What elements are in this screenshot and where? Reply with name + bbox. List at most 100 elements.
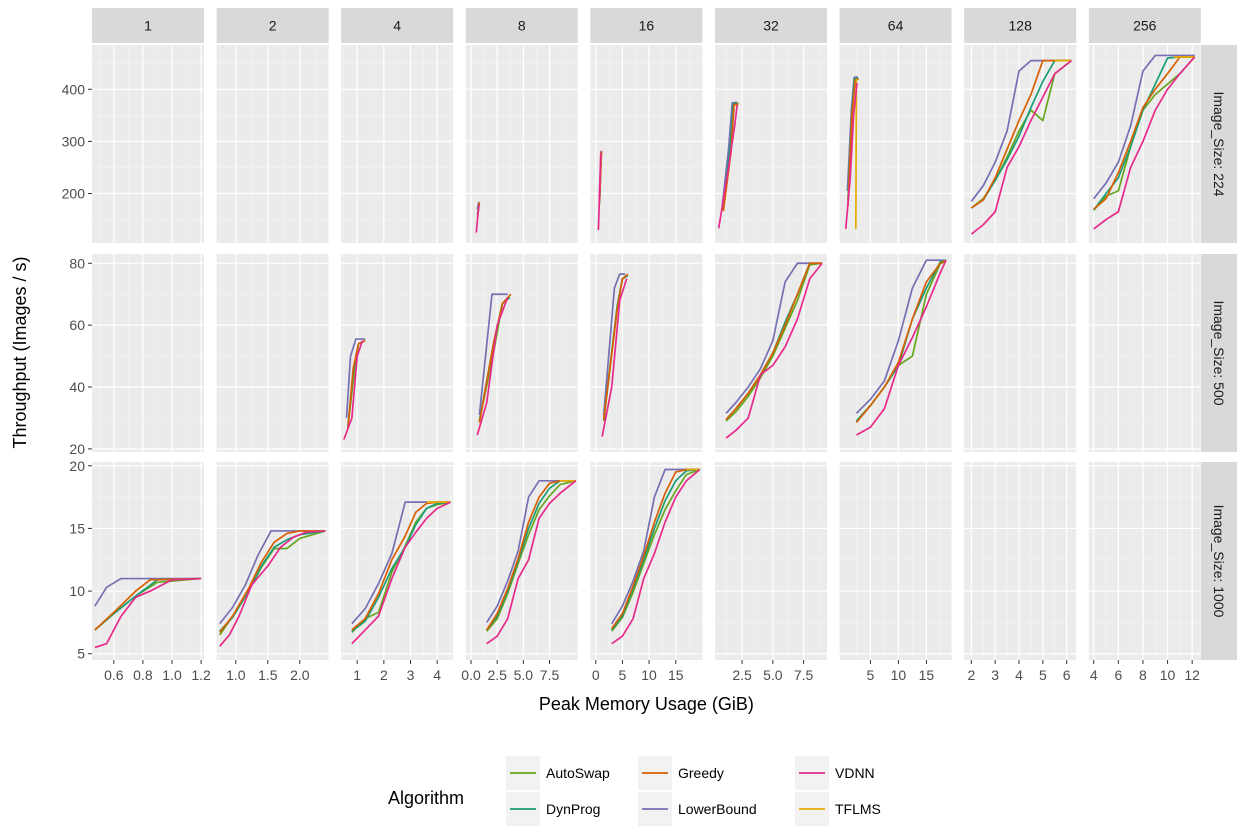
series-line-lowerbound	[219, 530, 326, 625]
y-tick-label: 80	[69, 255, 85, 271]
panel-background	[465, 45, 578, 243]
col-strip-label: 8	[518, 18, 526, 34]
col-strip	[715, 8, 827, 43]
col-strip-label: 32	[763, 18, 779, 34]
y-tick-label: 20	[69, 458, 85, 474]
series-line-vdnn	[601, 278, 628, 437]
x-tick-label: 1	[353, 667, 361, 683]
x-tick-label: 1.5	[258, 667, 278, 683]
series-line-greedy	[611, 468, 700, 630]
y-tick-label: 15	[69, 520, 85, 536]
legend-title: Algorithm	[388, 788, 464, 808]
series-line-lowerbound	[1093, 54, 1195, 200]
panel-background	[590, 254, 703, 452]
series-line-vdnn	[486, 480, 577, 645]
series-line-greedy	[722, 103, 739, 212]
x-tick-label: 1.0	[226, 667, 246, 683]
row-strip	[1201, 45, 1237, 243]
panel-background	[92, 254, 204, 452]
x-tick-label: 4	[433, 667, 441, 683]
series-line-greedy	[602, 273, 629, 420]
series-line-lowerbound	[855, 259, 946, 414]
series-line-lowerbound	[478, 293, 508, 415]
panel-background	[715, 462, 827, 660]
panel-background	[839, 462, 952, 660]
col-strip	[465, 8, 578, 43]
col-strip	[590, 8, 703, 43]
x-tick-label: 2.5	[487, 667, 507, 683]
col-strip-label: 4	[393, 18, 401, 34]
panel-background	[92, 45, 204, 243]
x-tick-label: 10	[891, 667, 907, 683]
series-line-greedy	[94, 577, 202, 631]
legend-label: LowerBound	[678, 801, 757, 817]
panel-background	[216, 462, 329, 660]
col-strip	[216, 8, 329, 43]
x-tick-label: 10	[1160, 667, 1176, 683]
panel-background	[715, 254, 827, 452]
x-tick-label: 12	[1184, 667, 1200, 683]
y-tick-label: 60	[69, 317, 85, 333]
col-strip-label: 128	[1009, 18, 1033, 34]
x-tick-label: 15	[919, 667, 935, 683]
y-tick-label: 10	[69, 583, 85, 599]
series-line-lowerbound	[602, 273, 626, 415]
legend-label: Greedy	[678, 765, 724, 781]
x-tick-label: 7.5	[794, 667, 814, 683]
series-line-vdnn	[611, 468, 701, 645]
series-line-vdnn	[1093, 56, 1196, 230]
x-tick-label: 1.0	[162, 667, 182, 683]
col-strip-label: 2	[269, 18, 277, 34]
col-strip-label: 64	[888, 18, 904, 34]
series-line-vdnn	[343, 340, 364, 440]
series-line-lowerbound	[94, 577, 202, 607]
panel-background	[1088, 254, 1201, 452]
x-tick-label: 0.0	[461, 667, 481, 683]
series-line-vdnn	[351, 501, 451, 645]
series-line-tflms	[854, 78, 858, 229]
y-tick-label: 20	[69, 441, 85, 457]
panel-background	[216, 254, 329, 452]
col-strip-label: 16	[639, 18, 655, 34]
series-line-lowerbound	[725, 262, 823, 414]
series-line-vdnn	[717, 104, 738, 229]
x-tick-label: 8	[1139, 667, 1147, 683]
row-strip-label: Image_Size: 500	[1211, 300, 1227, 405]
series-line-greedy	[970, 59, 1072, 209]
panel-background	[465, 254, 578, 452]
x-tick-label: 1.2	[191, 667, 211, 683]
col-strip	[92, 8, 204, 43]
row-strip	[1201, 254, 1237, 452]
series-line-vdnn	[476, 297, 509, 436]
x-tick-label: 5.0	[514, 667, 534, 683]
x-tick-label: 3	[407, 667, 415, 683]
x-tick-label: 6	[1114, 667, 1122, 683]
panel-background	[715, 45, 827, 243]
y-tick-label: 200	[62, 186, 86, 202]
col-strip	[341, 8, 454, 43]
x-tick-label: 7.5	[540, 667, 560, 683]
series-line-autoswap	[486, 479, 576, 632]
series-line-greedy	[486, 479, 576, 631]
legend-label: DynProg	[546, 801, 600, 817]
x-tick-label: 5.0	[763, 667, 783, 683]
x-tick-label: 5	[1039, 667, 1047, 683]
series-line-vdnn	[597, 152, 602, 230]
x-tick-label: 5	[619, 667, 627, 683]
row-strip-label: Image_Size: 224	[1211, 91, 1227, 196]
x-tick-label: 6	[1063, 667, 1071, 683]
series-line-lowerbound	[721, 101, 738, 206]
series-line-greedy	[855, 259, 947, 424]
x-tick-label: 4	[1090, 667, 1098, 683]
y-tick-label: 5	[77, 646, 85, 662]
series-line-greedy	[725, 262, 823, 421]
series-line-autoswap	[725, 262, 823, 422]
x-tick-label: 0.8	[133, 667, 153, 683]
series-line-vdnn	[219, 530, 326, 647]
panel-background	[92, 462, 204, 660]
series-line-greedy	[219, 530, 326, 633]
series-line-vdnn	[970, 59, 1072, 235]
x-tick-label: 5	[867, 667, 875, 683]
panel-background	[216, 45, 329, 243]
x-tick-label: 2	[967, 667, 975, 683]
